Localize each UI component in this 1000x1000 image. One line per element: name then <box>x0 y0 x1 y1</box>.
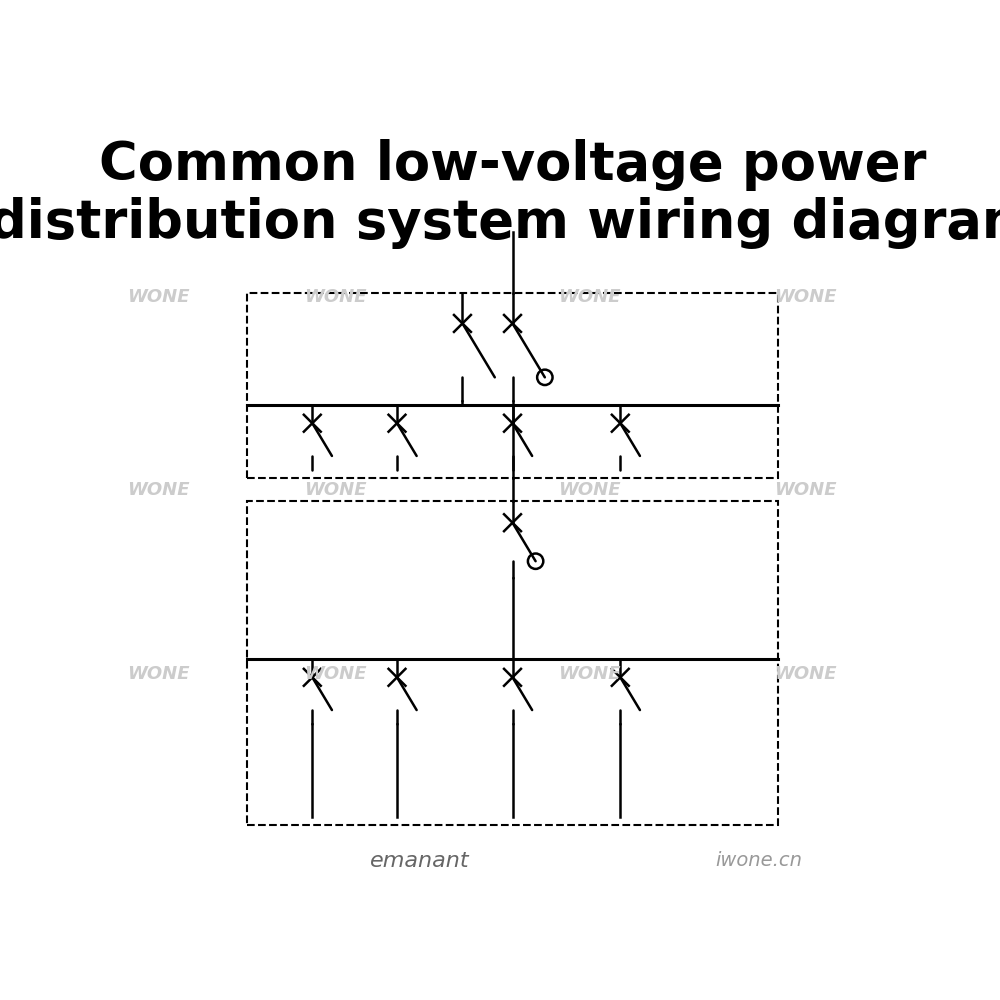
Text: WONE: WONE <box>774 665 836 683</box>
Text: emanant: emanant <box>370 851 470 871</box>
Text: iwone.cn: iwone.cn <box>715 851 802 870</box>
Text: Common low-voltage power
distribution system wiring diagram: Common low-voltage power distribution sy… <box>0 139 1000 249</box>
Text: WONE: WONE <box>304 481 367 499</box>
Text: WONE: WONE <box>127 665 190 683</box>
Text: WONE: WONE <box>304 665 367 683</box>
Text: WONE: WONE <box>127 481 190 499</box>
Text: WONE: WONE <box>558 665 621 683</box>
Text: WONE: WONE <box>558 288 621 306</box>
Text: WONE: WONE <box>558 481 621 499</box>
Text: WONE: WONE <box>304 288 367 306</box>
Text: WONE: WONE <box>774 288 836 306</box>
Text: WONE: WONE <box>774 481 836 499</box>
Text: WONE: WONE <box>127 288 190 306</box>
